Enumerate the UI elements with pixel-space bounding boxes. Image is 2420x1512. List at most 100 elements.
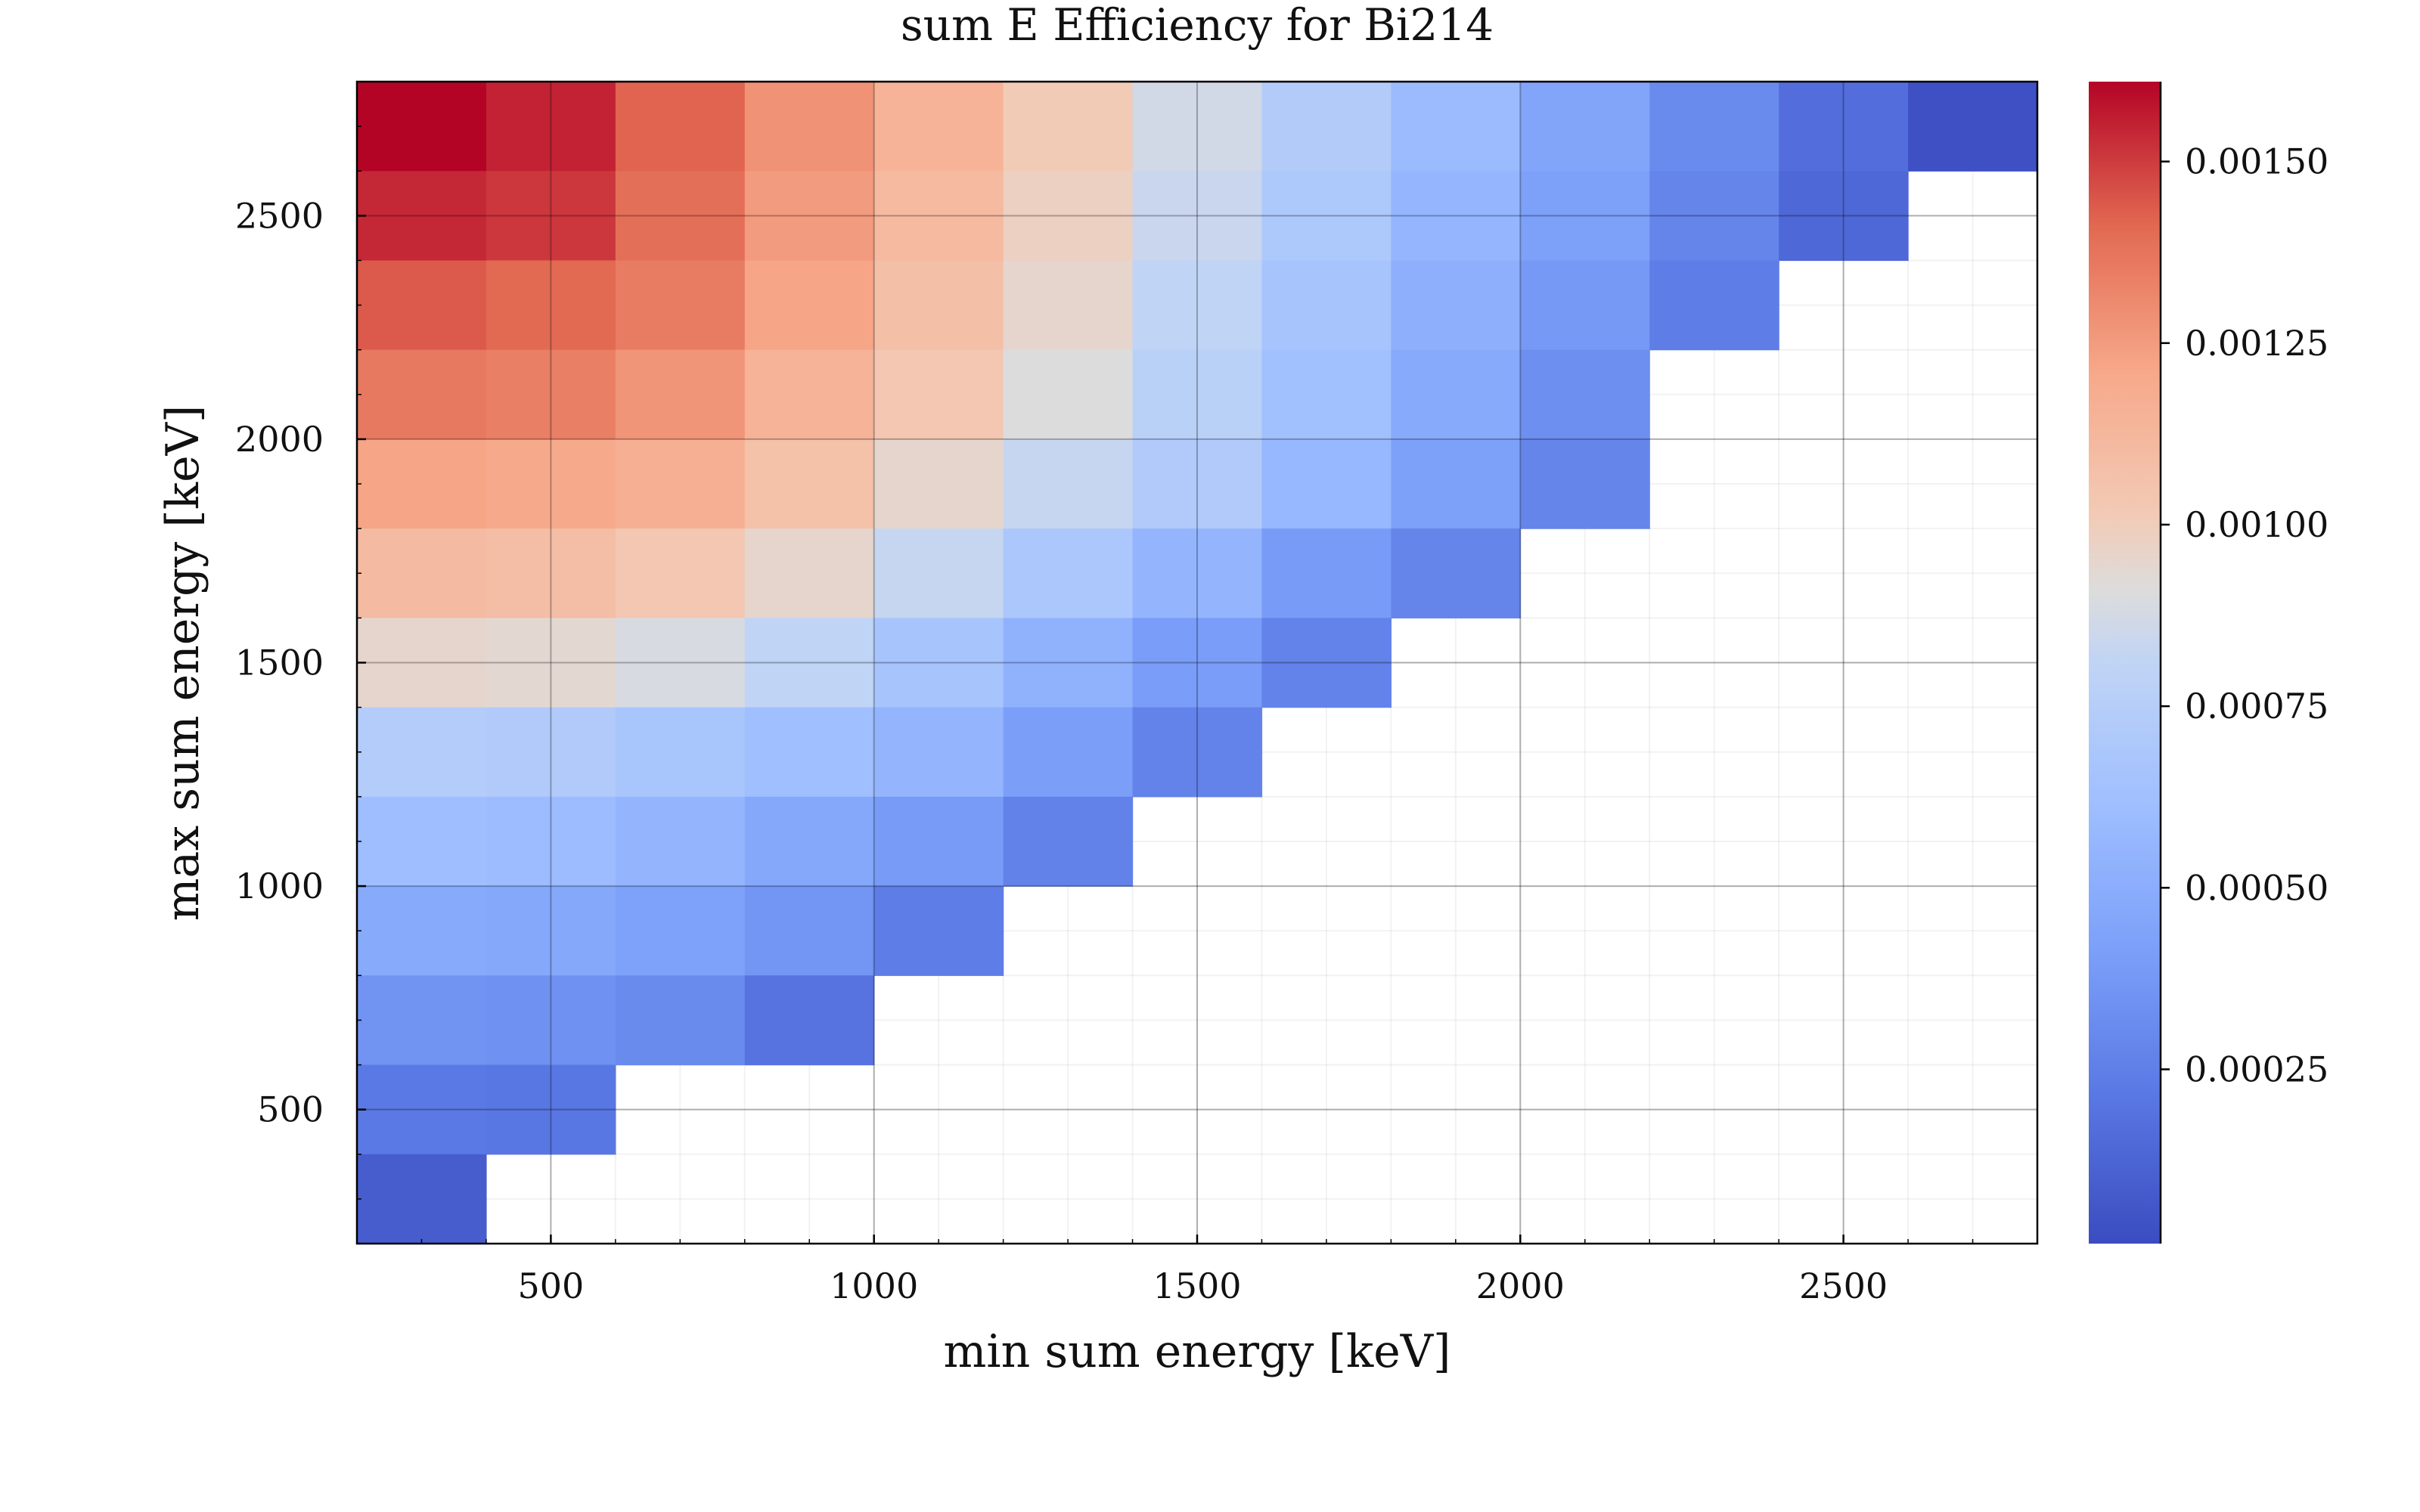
y-tick-label: 1000: [235, 866, 324, 906]
heatmap-cell: [873, 796, 1004, 887]
heatmap-cell: [873, 618, 1004, 708]
x-axis-label: min sum energy [keV]: [944, 1325, 1451, 1378]
heatmap-cell: [486, 618, 616, 708]
heatmap-cell: [744, 975, 875, 1066]
heatmap-cell: [1520, 82, 1650, 172]
y-tick-label: 1500: [235, 643, 324, 683]
heatmap-cell: [357, 260, 487, 351]
heatmap-cell: [357, 886, 487, 976]
x-tick-label: 1000: [830, 1266, 918, 1306]
heatmap-cell: [744, 528, 875, 618]
heatmap-cell: [1391, 349, 1521, 440]
x-tick-label: 2000: [1476, 1266, 1565, 1306]
heatmap-cell: [1003, 438, 1134, 529]
heatmap-cell: [744, 886, 875, 976]
heatmap-cell: [1261, 260, 1392, 351]
heatmap-cell: [1132, 82, 1263, 172]
heatmap-cell: [1003, 528, 1134, 618]
heatmap-cell: [615, 975, 746, 1066]
heatmap-cell: [1132, 618, 1263, 708]
x-tick-label: 500: [517, 1266, 584, 1306]
heatmap-cell: [486, 171, 616, 262]
heatmap-cell: [486, 438, 616, 529]
heatmap-cell: [744, 618, 875, 708]
heatmap-cell: [1261, 171, 1392, 262]
y-axis-ticks: 500 1000 1500 2000 2500: [235, 125, 366, 1200]
heatmap-cell: [1003, 260, 1134, 351]
colorbar-tick-label: 0.00050: [2185, 867, 2328, 908]
y-tick-label: 2500: [235, 195, 324, 236]
heatmap-cell: [1261, 438, 1392, 529]
heatmap-cell: [1779, 171, 1909, 262]
heatmap-cell: [873, 171, 1004, 262]
colorbar-tick-label: 0.00075: [2185, 686, 2328, 727]
heatmap-cell: [744, 796, 875, 887]
heatmap-cell: [357, 975, 487, 1066]
x-tick-label: 2500: [1799, 1266, 1888, 1306]
heatmap-cell: [1649, 82, 1779, 172]
heatmap-cell: [615, 528, 746, 618]
heatmap-cell: [486, 528, 616, 618]
heatmap-cell: [873, 82, 1004, 172]
heatmap-cell: [744, 707, 875, 798]
chart-title: sum E Efficiency for Bi214: [901, 0, 1494, 51]
heatmap-cell: [486, 1064, 616, 1155]
heatmap-cell: [1908, 82, 2038, 172]
heatmap-cells: [357, 82, 2038, 1244]
heatmap-cell: [1003, 82, 1134, 172]
heatmap-cell: [1132, 707, 1263, 798]
heatmap-cell: [1391, 260, 1521, 351]
heatmap-cell: [1003, 618, 1134, 708]
heatmap-cell: [1520, 349, 1650, 440]
heatmap-cell: [1132, 528, 1263, 618]
heatmap-cell: [1391, 82, 1521, 172]
heatmap-cell: [486, 707, 616, 798]
heatmap-cell: [486, 796, 616, 887]
heatmap-cell: [486, 975, 616, 1066]
heatmap-cell: [873, 707, 1004, 798]
heatmap-cell: [615, 260, 746, 351]
heatmap-cell: [1261, 82, 1392, 172]
heatmap-cell: [615, 171, 746, 262]
heatmap-cell: [357, 171, 487, 262]
heatmap-cell: [486, 260, 616, 351]
heatmap-cell: [744, 438, 875, 529]
heatmap-cell: [1520, 438, 1650, 529]
colorbar-tick-label: 0.00100: [2185, 504, 2328, 545]
heatmap-cell: [615, 707, 746, 798]
heatmap-cell: [486, 82, 616, 172]
heatmap-cell: [615, 796, 746, 887]
heatmap-cell: [873, 438, 1004, 529]
heatmap-cell: [744, 260, 875, 351]
heatmap-cell: [1649, 260, 1779, 351]
heatmap-cell: [357, 1154, 487, 1244]
colorbar-tick-label: 0.00125: [2185, 323, 2328, 364]
heatmap-cell: [615, 438, 746, 529]
heatmap-cell: [357, 796, 487, 887]
heatmap-cell: [744, 82, 875, 172]
colorbar-tick-label: 0.00025: [2185, 1049, 2328, 1089]
heatmap-cell: [357, 528, 487, 618]
heatmap-cell: [1003, 707, 1134, 798]
colorbar-ticks: 0.00025 0.00050 0.00075 0.00100 0.00125 0.001…: [2161, 141, 2328, 1089]
heatmap-cell: [357, 1064, 487, 1155]
heatmap-cell: [873, 528, 1004, 618]
y-tick-label: 2000: [235, 419, 324, 460]
heatmap-cell: [873, 886, 1004, 976]
heatmap-cell: [1132, 349, 1263, 440]
heatmap-cell: [1391, 171, 1521, 262]
colorbar: [2089, 82, 2161, 1244]
heatmap-cell: [357, 438, 487, 529]
heatmap-cell: [1649, 171, 1779, 262]
heatmap-cell: [1261, 349, 1392, 440]
heatmap-cell: [744, 171, 875, 262]
heatmap-cell: [1003, 171, 1134, 262]
heatmap-cell: [1779, 82, 1909, 172]
heatmap-cell: [1261, 528, 1392, 618]
heatmap-cell: [1003, 349, 1134, 440]
heatmap-cell: [1391, 438, 1521, 529]
heatmap-cell: [486, 886, 616, 976]
x-tick-label: 1500: [1153, 1266, 1241, 1306]
heatmap-cell: [357, 618, 487, 708]
